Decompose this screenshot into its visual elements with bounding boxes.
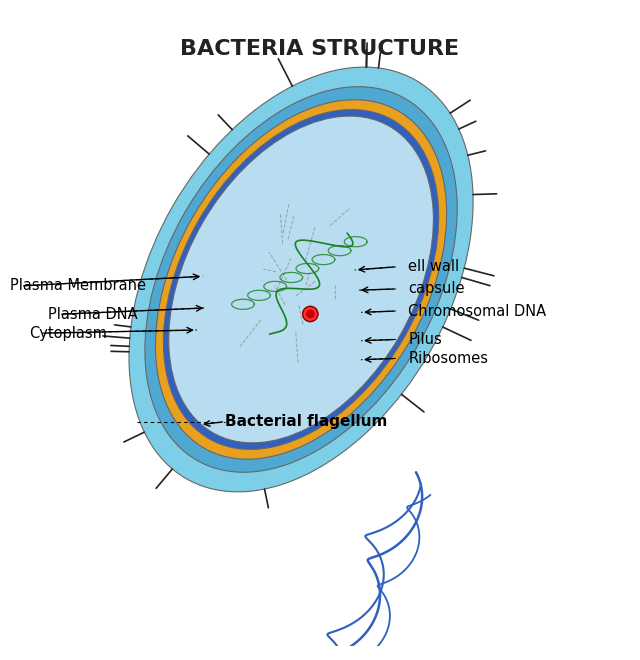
Text: Bacterial flagellum: Bacterial flagellum — [225, 414, 388, 429]
Circle shape — [303, 306, 318, 321]
Ellipse shape — [145, 86, 457, 473]
Text: capsule: capsule — [408, 281, 465, 296]
Text: Plasma Membrane: Plasma Membrane — [10, 279, 147, 293]
Text: Chromosomal DNA: Chromosomal DNA — [408, 304, 547, 319]
Text: ell wall: ell wall — [408, 259, 460, 275]
Ellipse shape — [156, 100, 447, 459]
Text: Ribosomes: Ribosomes — [408, 351, 488, 366]
Ellipse shape — [163, 110, 438, 449]
Text: BACTERIA STRUCTURE: BACTERIA STRUCTURE — [180, 40, 460, 59]
Text: Pilus: Pilus — [408, 332, 442, 347]
Circle shape — [307, 310, 314, 317]
Ellipse shape — [169, 116, 433, 443]
Ellipse shape — [129, 67, 473, 492]
Text: Plasma DNA: Plasma DNA — [49, 307, 138, 321]
Text: Cytoplasm: Cytoplasm — [29, 325, 108, 341]
